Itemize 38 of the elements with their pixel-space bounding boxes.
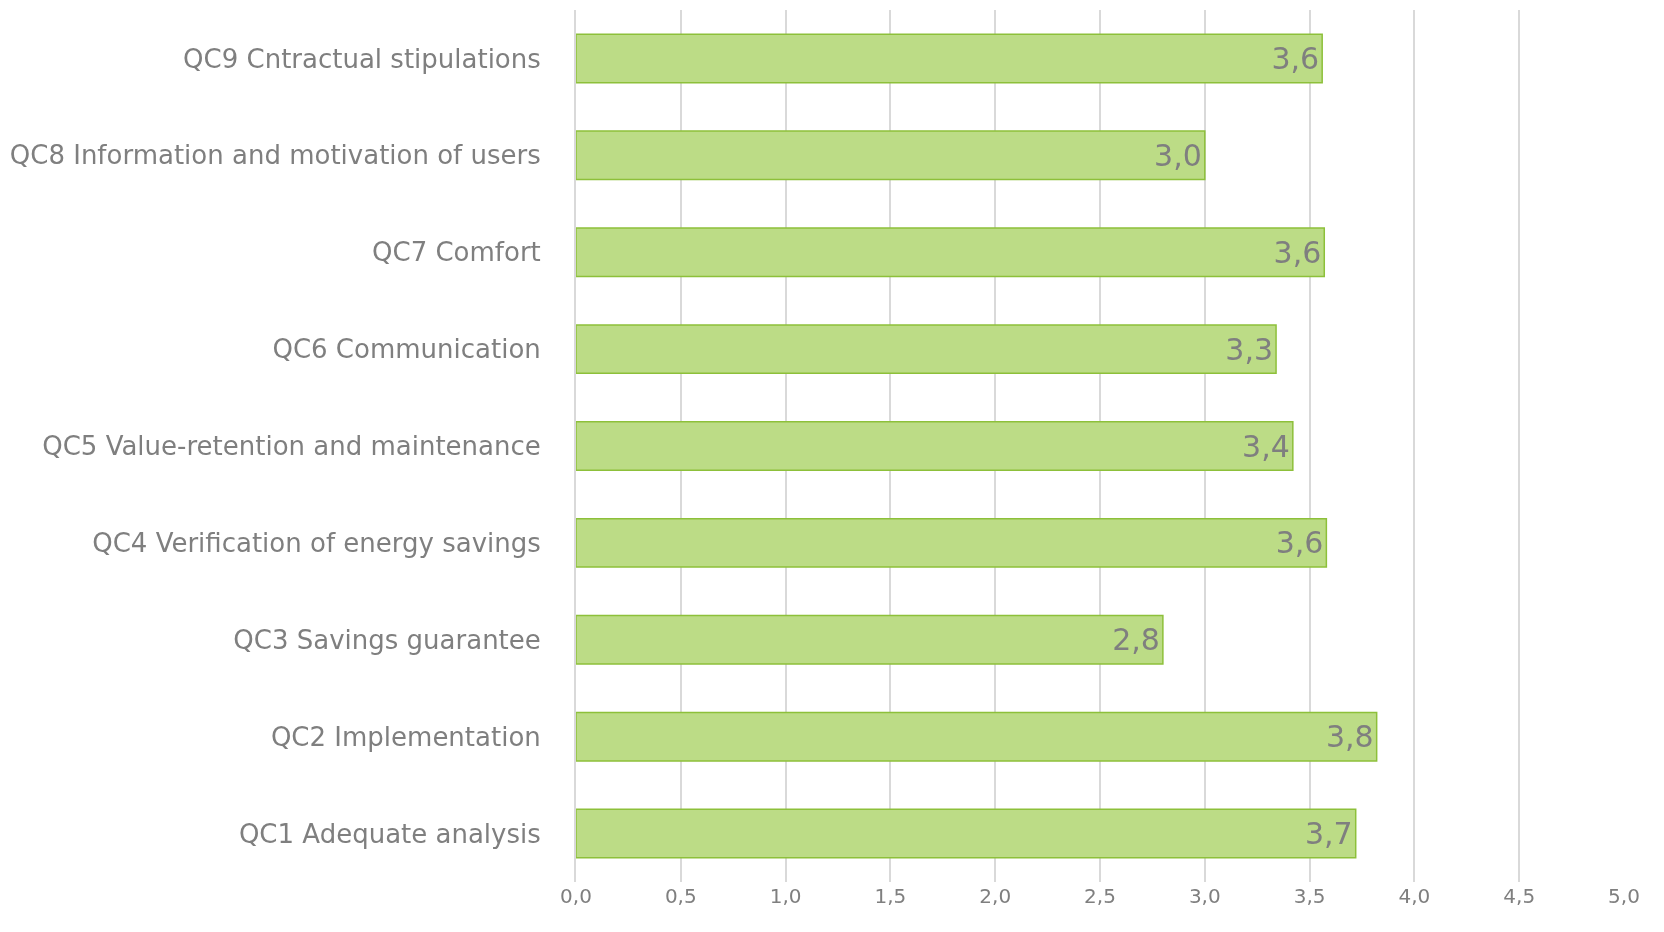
y-tick-label: QC8 Information and motivation of users — [9, 140, 541, 171]
data-label: 3,4 — [1242, 428, 1290, 464]
data-label: 3,0 — [1154, 137, 1202, 173]
bar — [576, 324, 1277, 375]
bar — [576, 517, 1328, 568]
data-label: 2,8 — [1112, 622, 1160, 658]
bar — [576, 808, 1357, 859]
bar — [576, 421, 1294, 471]
y-tick-label: QC4 Verification of energy savings — [92, 527, 541, 558]
x-tick-label: 5,0 — [1608, 884, 1640, 908]
y-tick-label: QC2 Implementation — [270, 721, 541, 752]
y-tick-label: QC5 Value-retention and maintenance — [42, 431, 541, 462]
data-label: 3,8 — [1325, 719, 1374, 755]
y-tick-label: QC1 Adequate analysis — [238, 818, 541, 849]
y-tick-label: QC9 Cntractual stipulations — [183, 43, 541, 74]
y-tick-label: QC6 Communication — [272, 334, 541, 365]
bar — [576, 130, 1206, 181]
bar — [576, 227, 1326, 278]
x-tick-label: 1,0 — [769, 884, 802, 908]
bar — [576, 614, 1164, 665]
x-tick-label: 4,5 — [1503, 884, 1536, 908]
y-tick-label: QC3 Savings guarantee — [233, 624, 541, 655]
x-tick-label: 3,0 — [1188, 884, 1221, 908]
data-label: 3,6 — [1275, 525, 1324, 561]
bar — [576, 33, 1323, 84]
data-label: 3,7 — [1304, 816, 1353, 852]
x-tick-label: 0,0 — [560, 884, 592, 908]
data-label: 3,3 — [1225, 331, 1274, 367]
bar — [576, 711, 1378, 762]
y-tick-label: QC7 Comfort — [372, 237, 541, 268]
x-tick-label: 1,5 — [874, 884, 907, 908]
data-label: 3,6 — [1273, 234, 1322, 270]
x-tick-label: 3,5 — [1293, 884, 1326, 908]
data-label: 3,6 — [1271, 40, 1320, 76]
x-tick-label: 2,5 — [1084, 884, 1116, 908]
x-tick-label: 0,5 — [664, 884, 697, 908]
x-tick-label: 4,0 — [1398, 884, 1431, 908]
x-tick-label: 2,0 — [979, 884, 1012, 908]
